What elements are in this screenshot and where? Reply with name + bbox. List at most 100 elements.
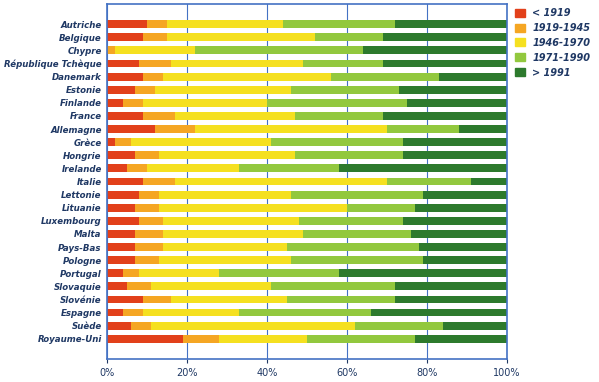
Bar [143, 33, 167, 41]
Bar [107, 86, 135, 94]
Bar [347, 204, 415, 212]
Bar [107, 112, 143, 120]
Bar [271, 282, 395, 290]
Bar [107, 322, 131, 330]
Bar [107, 243, 135, 251]
Bar [415, 204, 507, 212]
Bar [295, 151, 403, 159]
Bar [419, 243, 507, 251]
Bar [131, 138, 271, 146]
Bar [143, 112, 175, 120]
Bar [399, 86, 507, 94]
Bar [307, 335, 415, 343]
Bar [131, 322, 151, 330]
Bar [407, 99, 507, 107]
Bar [175, 112, 295, 120]
Bar [355, 322, 443, 330]
Bar [163, 73, 331, 81]
Bar [107, 138, 114, 146]
Bar [123, 99, 143, 107]
Bar [415, 335, 507, 343]
Bar [107, 125, 155, 133]
Bar [171, 60, 302, 68]
Bar [139, 217, 163, 225]
Bar [183, 335, 219, 343]
Bar [239, 309, 371, 316]
Bar [291, 191, 423, 199]
Bar [107, 73, 143, 81]
Bar [219, 335, 307, 343]
Bar [151, 322, 355, 330]
Legend: < 1919, 1919-1945, 1946-1970, 1971-1990, > 1991: < 1919, 1919-1945, 1946-1970, 1971-1990,… [511, 4, 594, 81]
Bar [155, 86, 291, 94]
Bar [403, 138, 507, 146]
Bar [287, 296, 395, 303]
Bar [159, 256, 291, 264]
Bar [107, 20, 147, 28]
Bar [471, 178, 507, 185]
Bar [167, 33, 315, 41]
Bar [411, 230, 507, 238]
Bar [439, 73, 507, 81]
Bar [123, 269, 139, 277]
Bar [139, 191, 159, 199]
Bar [395, 296, 507, 303]
Bar [383, 33, 507, 41]
Bar [135, 151, 159, 159]
Bar [147, 164, 239, 172]
Bar [395, 20, 507, 28]
Bar [339, 269, 507, 277]
Bar [371, 309, 507, 316]
Bar [139, 269, 219, 277]
Bar [239, 164, 339, 172]
Bar [114, 138, 131, 146]
Bar [135, 86, 155, 94]
Bar [135, 256, 159, 264]
Bar [423, 191, 507, 199]
Bar [107, 33, 143, 41]
Bar [302, 60, 383, 68]
Bar [299, 217, 403, 225]
Bar [107, 309, 123, 316]
Bar [291, 86, 399, 94]
Bar [143, 178, 175, 185]
Bar [135, 204, 159, 212]
Bar [143, 296, 171, 303]
Bar [107, 60, 139, 68]
Bar [163, 230, 302, 238]
Bar [271, 138, 403, 146]
Bar [151, 282, 271, 290]
Bar [195, 125, 387, 133]
Bar [363, 47, 507, 54]
Bar [107, 164, 126, 172]
Bar [175, 178, 387, 185]
Bar [219, 269, 339, 277]
Bar [107, 296, 143, 303]
Bar [339, 164, 507, 172]
Bar [403, 151, 507, 159]
Bar [443, 322, 507, 330]
Bar [107, 256, 135, 264]
Bar [459, 125, 507, 133]
Bar [287, 243, 419, 251]
Bar [107, 217, 139, 225]
Bar [302, 230, 411, 238]
Bar [383, 60, 507, 68]
Bar [107, 191, 139, 199]
Bar [135, 230, 163, 238]
Bar [107, 47, 114, 54]
Bar [126, 164, 147, 172]
Bar [143, 73, 163, 81]
Bar [155, 125, 195, 133]
Bar [114, 47, 195, 54]
Bar [107, 151, 135, 159]
Bar [135, 243, 163, 251]
Bar [331, 73, 439, 81]
Bar [395, 282, 507, 290]
Bar [163, 217, 299, 225]
Bar [283, 20, 395, 28]
Bar [107, 99, 123, 107]
Bar [107, 282, 126, 290]
Bar [159, 204, 347, 212]
Bar [387, 178, 471, 185]
